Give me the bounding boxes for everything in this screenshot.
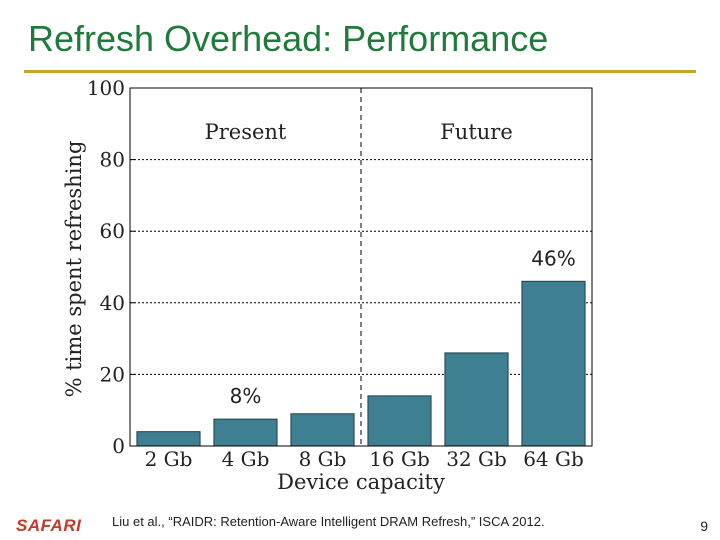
x-tick-label: 32 Gb [446, 447, 507, 471]
bar-64gb [521, 280, 586, 447]
plot-frame [129, 87, 593, 447]
data-annotation: 8% [230, 384, 262, 408]
slide-title: Refresh Overhead: Performance [28, 18, 549, 59]
bar-16gb [367, 395, 432, 447]
y-tick-label: 0 [112, 434, 125, 458]
bar-4gb [213, 418, 278, 447]
x-axis-label: Device capacity [277, 470, 445, 494]
refresh-overhead-bar-chart: 0 20 40 60 80 100 2 Gb 4 Gb 8 Gb 16 Gb 32 Gb 64 Gb D… [62, 76, 593, 494]
bar-32gb [444, 352, 509, 447]
y-tick-label: 100 [87, 76, 125, 100]
x-tick-label: 64 Gb [523, 447, 584, 471]
bar-8gb [290, 413, 355, 447]
y-tick-label: 60 [100, 219, 125, 243]
safari-logo: SAFARI [16, 516, 82, 535]
y-tick-label: 20 [100, 362, 125, 386]
region-label-future: Future [440, 120, 513, 144]
citation: Liu et al., “RAIDR: Retention-Aware Inte… [112, 514, 545, 529]
y-tick-label: 80 [100, 148, 125, 172]
region-label-present: Present [205, 120, 287, 144]
y-axis-label: % time spent refreshing [62, 141, 86, 398]
page-number: 9 [700, 518, 708, 534]
data-annotation: 46% [531, 246, 575, 270]
x-tick-label: 4 Gb [222, 447, 270, 471]
x-tick-label: 8 Gb [299, 447, 347, 471]
y-tick-label: 40 [100, 291, 125, 315]
x-tick-label: 16 Gb [369, 447, 430, 471]
bar-2gb [136, 431, 201, 447]
title-divider [24, 70, 696, 73]
x-tick-label: 2 Gb [145, 447, 193, 471]
